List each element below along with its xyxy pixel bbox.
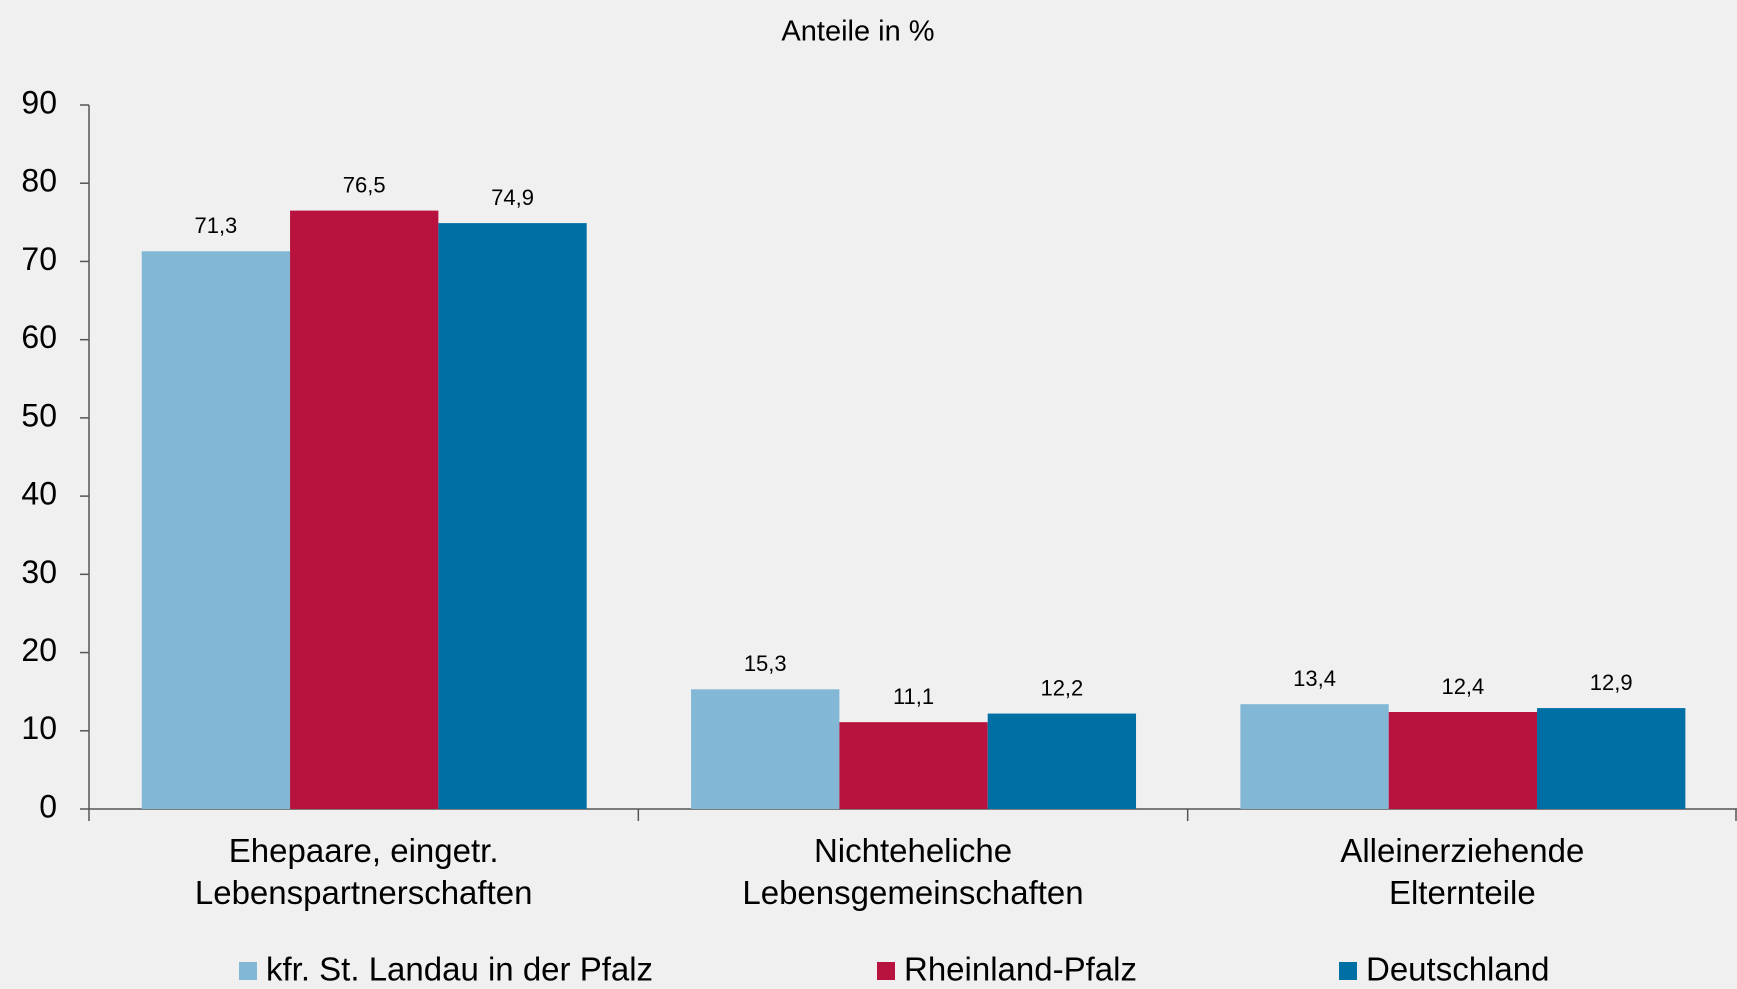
- bar: [691, 689, 840, 809]
- legend-swatch: [239, 962, 257, 980]
- data-label: 76,5: [343, 172, 386, 197]
- legend-swatch: [1339, 962, 1357, 980]
- data-label: 12,2: [1040, 675, 1083, 700]
- bar: [1388, 712, 1538, 809]
- data-label: 13,4: [1293, 666, 1336, 691]
- y-tick-label: 50: [21, 397, 57, 433]
- y-tick-label: 30: [21, 554, 57, 590]
- bar: [987, 713, 1137, 809]
- y-tick-label: 60: [21, 319, 57, 355]
- chart-title: Anteile in %: [781, 16, 934, 48]
- y-tick-label: 90: [21, 84, 57, 120]
- bar: [1537, 708, 1686, 809]
- y-tick-label: 10: [21, 710, 57, 746]
- legend-label: Rheinland-Pfalz: [904, 951, 1137, 988]
- data-label: 15,3: [744, 651, 787, 676]
- data-label: 12,4: [1441, 674, 1484, 699]
- data-label: 12,9: [1590, 670, 1633, 695]
- bar: [438, 223, 587, 810]
- bar: [839, 722, 988, 809]
- bar: [1240, 704, 1389, 809]
- x-tick-label: Alleinerziehende Elternteile: [1340, 832, 1584, 911]
- legend-label: Deutschland: [1366, 951, 1549, 988]
- y-tick-label: 0: [39, 788, 57, 824]
- x-tick-label: Nichteheliche Lebensgemeinschaften: [742, 832, 1083, 911]
- bar: [141, 251, 291, 809]
- x-tick-label: Ehepaare, eingetr. Lebenspartnerschaften: [195, 832, 533, 911]
- data-label: 74,9: [491, 185, 534, 210]
- y-tick-label: 40: [21, 476, 57, 512]
- data-label: 71,3: [194, 213, 237, 238]
- data-label: 11,1: [893, 684, 934, 709]
- y-tick-label: 80: [21, 163, 57, 199]
- legend-swatch: [877, 962, 895, 980]
- legend-label: kfr. St. Landau in der Pfalz: [266, 951, 653, 988]
- bar: [290, 210, 439, 810]
- y-tick-label: 70: [21, 241, 57, 277]
- y-tick-label: 20: [21, 632, 57, 668]
